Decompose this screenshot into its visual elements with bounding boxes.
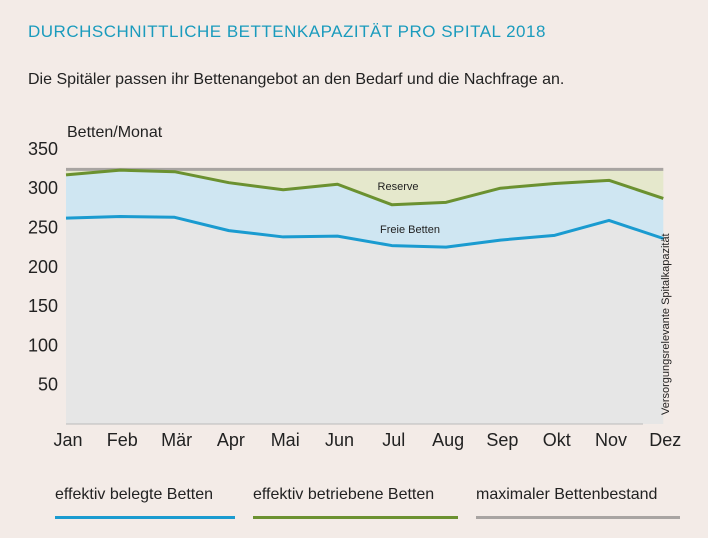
legend-max-label: maximaler Bettenbestand — [476, 486, 658, 503]
x-tick-label: Apr — [217, 430, 245, 450]
occupied-area — [66, 216, 664, 424]
operated-beds-line — [65, 168, 664, 207]
legend-operated-label: effektiv betriebene Betten — [253, 486, 435, 503]
x-tick-label: Aug — [432, 430, 464, 450]
y-tick-label: 300 — [28, 178, 58, 198]
legend-occupied-swatch — [55, 516, 235, 519]
y-tick-label: 250 — [28, 218, 58, 238]
x-tick-label: Mai — [271, 430, 300, 450]
y-axis-label: Betten/Monat — [67, 124, 163, 141]
reserve-annotation: Reserve — [378, 181, 419, 193]
x-tick-label: Feb — [107, 430, 138, 450]
chart-title: DURCHSCHNITTLICHE BETTENKAPAZITÄT PRO SP… — [28, 22, 546, 41]
x-tick-label: Sep — [486, 430, 518, 450]
y-tick-label: 350 — [28, 139, 58, 159]
free-beds-area — [66, 170, 664, 248]
legend-max-swatch — [476, 516, 680, 519]
x-tick-label: Okt — [543, 430, 571, 450]
legend-operated-swatch — [253, 516, 458, 519]
legend-occupied-label: effektiv belegte Betten — [55, 486, 214, 503]
y-tick-label: 50 — [38, 375, 58, 395]
x-tick-label: Jan — [53, 430, 82, 450]
side-axis-label: Versorgungsrelevante Spitalkapazität — [660, 233, 672, 415]
y-tick-label: 100 — [28, 335, 58, 355]
x-tick-label: Jun — [325, 430, 354, 450]
chart-subtitle: Die Spitäler passen ihr Bettenangebot an… — [28, 71, 565, 88]
x-tick-label: Nov — [595, 430, 627, 450]
occupied-beds-line — [65, 214, 664, 249]
free-beds-annotation: Freie Betten — [380, 224, 440, 236]
y-tick-label: 150 — [28, 296, 58, 316]
y-tick-label: 200 — [28, 257, 58, 277]
x-tick-label: Jul — [382, 430, 405, 450]
reserve-area — [66, 169, 664, 205]
x-tick-label: Mär — [161, 430, 192, 450]
x-tick-label: Dez — [649, 430, 681, 450]
